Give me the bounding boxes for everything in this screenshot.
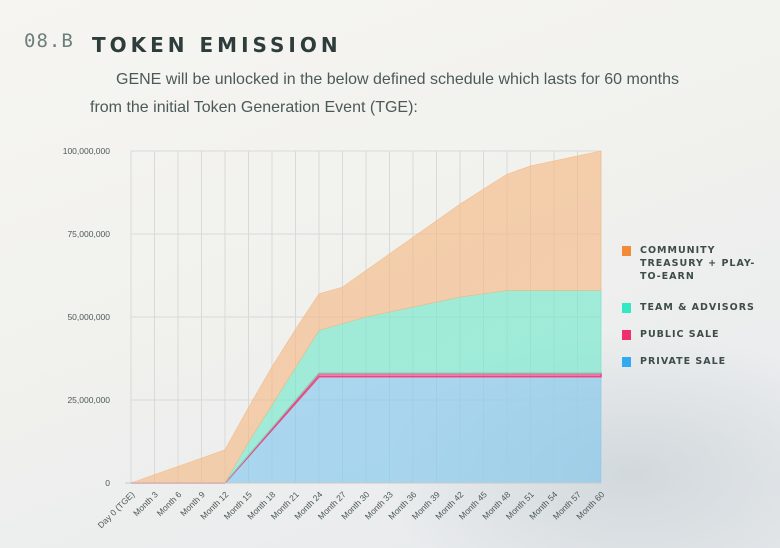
y-tick-label: 0 [105,478,110,488]
legend-swatch [622,246,631,256]
legend-label: TEAM & ADVISORS [640,302,755,313]
x-tick-label: Day 0 (TGE) [96,489,137,530]
legend-item: PUBLIC SALE [622,328,772,341]
x-tick-label: Month 6 [155,489,184,518]
chart-legend: COMMUNITY TREASURY + PLAY-TO-EARN TEAM & … [622,244,772,382]
legend-label: PUBLIC SALE [640,329,720,340]
legend-swatch [622,303,631,313]
legend-item: TEAM & ADVISORS [622,301,772,314]
intro-line-1: GENE will be unlocked in the below defin… [116,71,679,88]
legend-swatch [622,357,631,367]
intro-line-2: from the initial Token Generation Event … [90,99,418,116]
legend-item: COMMUNITY TREASURY + PLAY-TO-EARN [622,244,772,283]
y-tick-label: 100,000,000 [63,146,111,156]
y-tick-label: 25,000,000 [67,395,110,405]
legend-label: PRIVATE SALE [640,356,727,367]
legend-item: PRIVATE SALE [622,355,772,368]
y-tick-label: 50,000,000 [67,312,110,322]
legend-swatch [622,330,631,340]
y-tick-label: 75,000,000 [67,229,110,239]
legend-label: COMMUNITY TREASURY + PLAY-TO-EARN [640,245,756,282]
intro-paragraph: GENE will be unlocked in the below defin… [90,66,730,122]
section-title: TOKEN EMISSION [92,33,342,57]
x-tick-label: Month 3 [131,489,160,518]
section-number: 08.B [24,30,74,52]
area-community-treasury-play-to-earn [130,150,602,484]
